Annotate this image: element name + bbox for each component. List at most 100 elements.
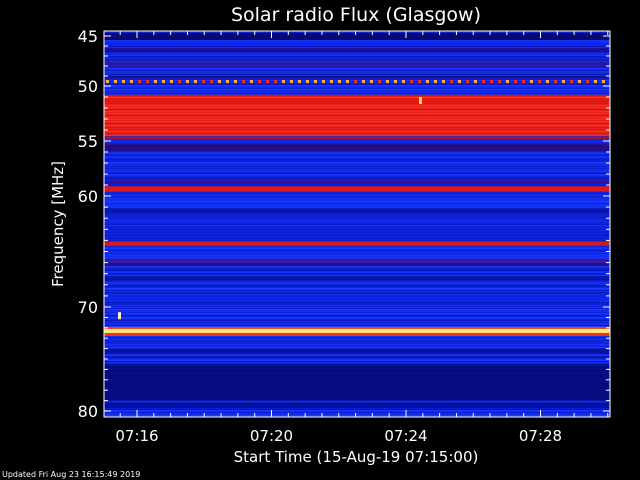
red-band-texture <box>104 103 610 104</box>
y-axis: 45 50 55 60 70 80 <box>78 27 610 421</box>
spectral-row <box>104 141 610 142</box>
spectral-row <box>104 412 610 413</box>
spectral-row <box>104 293 610 294</box>
spectral-row <box>104 401 610 402</box>
spectral-row <box>104 69 610 70</box>
dark-band <box>104 209 610 214</box>
spectral-row <box>104 247 610 248</box>
spectral-row <box>104 221 610 222</box>
spectral-row <box>104 315 610 316</box>
spectral-row <box>104 266 610 267</box>
spectral-row <box>104 174 610 175</box>
interference-dot <box>602 80 605 83</box>
spectral-row <box>104 307 610 308</box>
spectral-row <box>104 340 610 341</box>
burst-spike <box>118 312 121 320</box>
red-band-texture <box>104 131 610 132</box>
red-band-texture <box>104 111 610 112</box>
interference-dot <box>218 80 221 83</box>
spectral-row <box>104 300 610 301</box>
interference-dot <box>426 80 429 83</box>
red-band-texture <box>104 117 610 118</box>
y-tick-label: 45 <box>78 27 98 46</box>
spectral-row <box>104 336 610 337</box>
y-tick-label: 55 <box>78 132 98 151</box>
spectral-row <box>104 46 610 47</box>
interference-dot <box>418 80 421 83</box>
spectral-row <box>104 303 610 304</box>
spectral-row <box>104 320 610 321</box>
spectral-row <box>104 60 610 61</box>
spectral-row <box>104 173 610 174</box>
spectral-row <box>104 274 610 275</box>
spectral-row <box>104 304 610 305</box>
dark-band <box>104 180 610 184</box>
spectral-row <box>104 168 610 169</box>
spectral-row <box>104 357 610 358</box>
x-tick-label: 07:16 <box>115 427 158 445</box>
spectral-row <box>104 228 610 229</box>
spectral-row <box>104 314 610 315</box>
spectral-row <box>104 231 610 232</box>
spectral-row <box>104 54 610 55</box>
spectral-row <box>104 142 610 143</box>
spectral-row <box>104 346 610 347</box>
red-band-texture <box>104 101 610 102</box>
interference-dot <box>474 80 477 83</box>
spectral-row <box>104 73 610 74</box>
spectral-row <box>104 289 610 290</box>
interference-dot <box>138 80 141 83</box>
interference-dot <box>466 80 469 83</box>
spectral-row <box>104 296 610 297</box>
y-tick-label: 80 <box>78 402 98 421</box>
interference-dot <box>578 80 581 83</box>
spectral-row <box>104 361 610 362</box>
spectral-row <box>104 197 610 198</box>
red-band-texture <box>104 95 610 96</box>
spectral-row <box>104 312 610 313</box>
spectral-row <box>104 91 610 92</box>
spectral-row <box>104 203 610 204</box>
spectral-row <box>104 222 610 223</box>
spectral-row <box>104 42 610 43</box>
spectral-row <box>104 207 610 208</box>
spectral-row <box>104 184 610 185</box>
spectral-row <box>104 363 610 364</box>
interference-dot <box>546 80 549 83</box>
interference-dot <box>354 80 357 83</box>
x-tick-label: 07:28 <box>519 427 562 445</box>
spectral-row <box>104 321 610 322</box>
y-tick-label: 50 <box>78 77 98 96</box>
spectral-row <box>104 302 610 303</box>
interference-dot <box>226 80 229 83</box>
x-axis: 07:16 07:20 07:24 07:28 <box>115 31 609 445</box>
interference-dot <box>498 80 501 83</box>
spectral-row <box>104 313 610 314</box>
interference-dot <box>594 80 597 83</box>
spectral-row <box>104 229 610 230</box>
spectral-row <box>104 202 610 203</box>
interference-dot <box>146 80 149 83</box>
red-band-texture <box>104 109 610 110</box>
spectral-row <box>104 164 610 165</box>
spectral-row <box>104 152 610 153</box>
spectral-row <box>104 283 610 284</box>
dark-band <box>104 144 610 151</box>
spectral-row <box>104 166 610 167</box>
spectral-row <box>104 55 610 56</box>
spectral-row <box>104 308 610 309</box>
spectral-row <box>104 56 610 57</box>
interference-dot <box>210 80 213 83</box>
spectral-row <box>104 297 610 298</box>
spectral-row <box>104 172 610 173</box>
spectral-row <box>104 290 610 291</box>
interference-dot <box>370 80 373 83</box>
y-tick-label: 60 <box>78 187 98 206</box>
spectral-row <box>104 339 610 340</box>
spectral-row <box>104 158 610 159</box>
interference-dot <box>114 80 117 83</box>
spectral-row <box>104 249 610 250</box>
spectral-row <box>104 47 610 48</box>
spectral-row <box>104 299 610 300</box>
spectral-row <box>104 79 610 80</box>
